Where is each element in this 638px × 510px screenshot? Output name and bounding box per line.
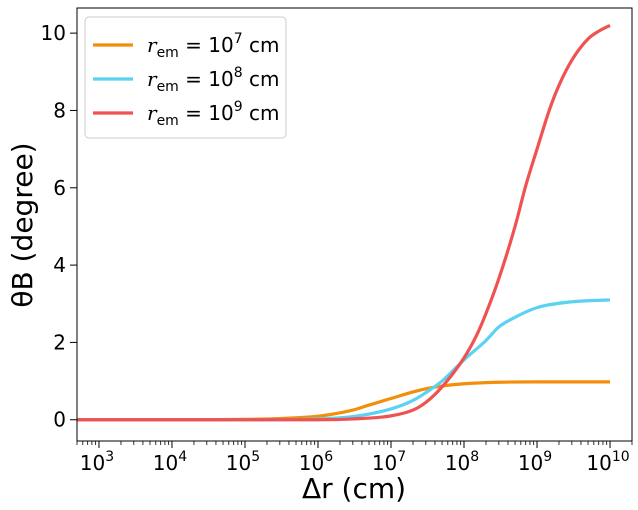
y-tick-label: 8	[53, 98, 66, 122]
legend: rem = 107 cm rem = 108 cm rem = 109 cm	[84, 16, 287, 139]
legend-label: rem = 108 cm	[147, 65, 280, 95]
y-tick-label: 0	[53, 408, 66, 432]
ticks: 103 104 105 106 107 108 109 1010 0 2 4 6 8 10	[41, 21, 633, 475]
x-tick-label: 105	[226, 449, 260, 475]
x-tick-label: 108	[445, 449, 479, 475]
y-axis-label: θB (degree)	[6, 142, 39, 307]
series-line-3	[77, 23, 611, 422]
x-tick-label: 104	[153, 449, 187, 475]
plot-frame	[76, 7, 633, 442]
y-tick-label: 10	[41, 21, 66, 45]
series-line-2	[77, 298, 611, 422]
y-tick-label: 6	[53, 176, 66, 200]
legend-box	[84, 16, 287, 139]
x-tick-label: 106	[299, 449, 333, 475]
axes	[76, 7, 633, 442]
x-tick-label: 107	[372, 449, 406, 475]
x-axis-label: Δr (cm)	[302, 472, 406, 505]
x-tick-label: 103	[80, 449, 114, 475]
plot-lines	[77, 23, 611, 422]
x-tick-label: 109	[518, 449, 552, 475]
legend-label: rem = 107 cm	[147, 31, 280, 61]
y-tick-label: 4	[53, 253, 66, 277]
x-tick-label: 1010	[586, 449, 629, 475]
series-line-1	[77, 380, 611, 422]
legend-label: rem = 109 cm	[147, 99, 280, 129]
y-tick-label: 2	[53, 330, 66, 354]
